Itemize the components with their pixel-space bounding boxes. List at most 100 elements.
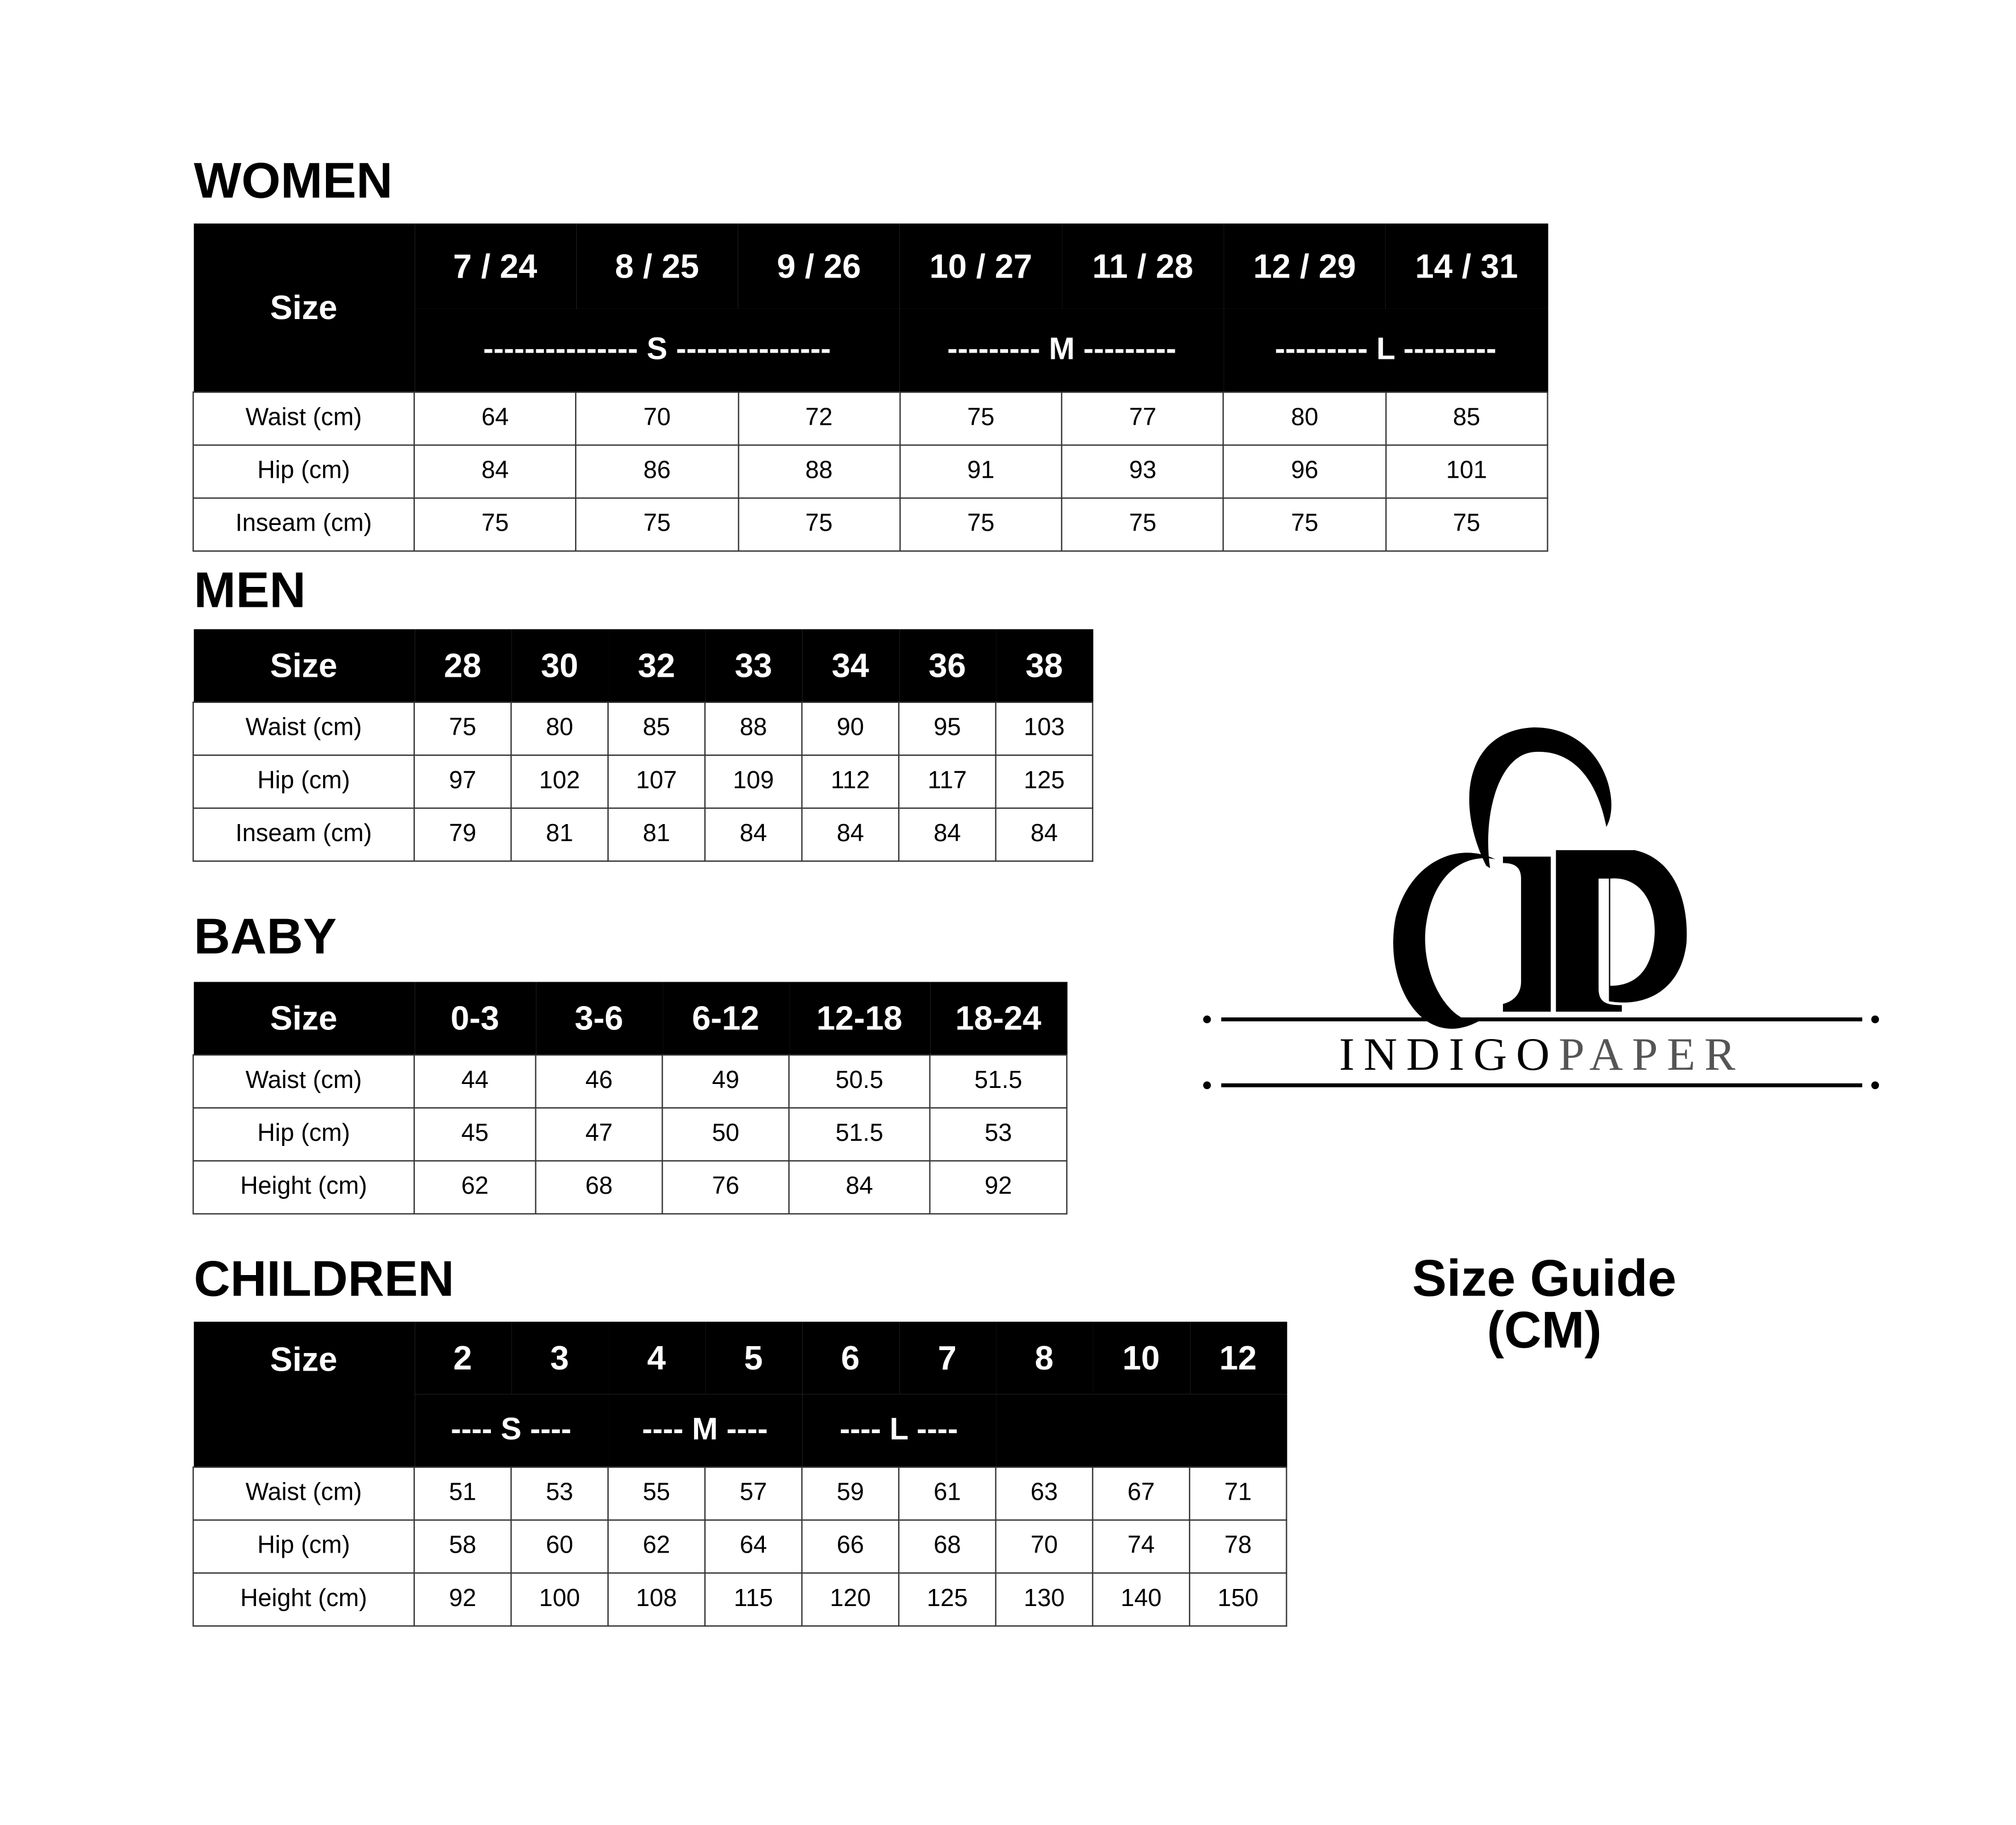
size-column-header: 7: [899, 1322, 996, 1394]
table-row: Waist (cm) 51 53 55 57 59 61 63 67 71: [192, 1466, 1287, 1521]
table-cell: 107: [607, 754, 706, 809]
size-group-label: ---- L ----: [802, 1394, 996, 1467]
table-cell: 120: [801, 1572, 900, 1627]
size-column-header: 28: [414, 629, 511, 702]
table-cell: 49: [662, 1054, 790, 1109]
logo-i-letter: [1503, 856, 1551, 1012]
table-cell: 93: [1061, 444, 1225, 499]
table-cell: 85: [1385, 391, 1548, 446]
table-cell: 75: [575, 497, 739, 552]
table-cell: 63: [995, 1466, 1093, 1521]
size-column-header: 36: [899, 629, 996, 702]
men-size-table: Size 28 30 32 33 34 36 38 Waist (cm) 75 80 85 88 90 95…: [192, 629, 1093, 862]
table-cell: 60: [510, 1519, 609, 1574]
table-cell: 46: [535, 1054, 663, 1109]
row-label: Waist (cm): [192, 701, 415, 756]
table-cell: 115: [704, 1572, 803, 1627]
size-column-header: 30: [511, 629, 608, 702]
row-label: Waist (cm): [192, 1054, 415, 1109]
header-row: Size 28 30 32 33 34 36 38: [193, 629, 1093, 702]
table-cell: 75: [413, 701, 512, 756]
size-group-row: ---- S ---- ---- M ---- ---- L ----: [193, 1394, 1287, 1467]
table-row: Inseam (cm) 79 81 81 84 84 84 84: [192, 807, 1093, 862]
row-label: Height (cm): [192, 1160, 415, 1215]
table-cell: 44: [413, 1054, 536, 1109]
size-column-header: 0-3: [414, 982, 536, 1055]
table-cell: 130: [995, 1572, 1093, 1627]
logo-p-letter: [1556, 850, 1687, 1012]
size-column-header: 32: [608, 629, 705, 702]
size-column-header: 34: [802, 629, 899, 702]
table-cell: 86: [575, 444, 739, 499]
size-column-header: 12 / 29: [1224, 224, 1386, 309]
size-group-label: ---- M ----: [608, 1394, 802, 1467]
size-column-header: 12-18: [788, 982, 930, 1055]
table-cell: 79: [413, 807, 512, 862]
children-size-table: Size 2 3 4 5 6 7 8 10 12 ---- S ---- ---- M ---- ---…: [192, 1322, 1287, 1627]
header-row: Size 7 / 24 8 / 25 9 / 26 10 / 27 11 / 28 12 /…: [193, 224, 1548, 392]
table-cell: 81: [510, 807, 609, 862]
row-label: Hip (cm): [192, 1519, 415, 1574]
table-cell: 109: [704, 754, 803, 809]
size-column-header: 5: [705, 1322, 802, 1394]
table-cell: 91: [899, 444, 1063, 499]
table-cell: 92: [413, 1572, 512, 1627]
baby-heading: BABY: [193, 909, 337, 966]
table-cell: 88: [704, 701, 803, 756]
table-cell: 70: [575, 391, 739, 446]
size-column-header: 38: [995, 629, 1093, 702]
size-column-header: 6-12: [662, 982, 789, 1055]
size-column-header: 14 / 31: [1385, 224, 1548, 309]
size-column-header: 2: [414, 1322, 511, 1394]
header-row: Size 2 3 4 5 6 7 8 10 12: [193, 1322, 1287, 1467]
size-column-header: 33: [705, 629, 802, 702]
size-group-label: --------- M ---------: [899, 308, 1224, 392]
table-cell: 50: [662, 1107, 790, 1162]
size-column-header: 4: [608, 1322, 705, 1394]
size-column-header: 8: [995, 1322, 1093, 1394]
table-cell: 90: [801, 701, 900, 756]
table-cell: 70: [995, 1519, 1093, 1574]
baby-size-table: Size 0-3 3-6 6-12 12-18 18-24 Waist (cm) 44 46 49…: [192, 982, 1068, 1215]
table-cell: 80: [1223, 391, 1386, 446]
size-group-row: --------------- S --------------- -------…: [193, 308, 1548, 392]
table-row: Hip (cm) 84 86 88 91 93 96 101: [192, 444, 1548, 499]
table-cell: 95: [898, 701, 997, 756]
table-cell: 71: [1189, 1466, 1287, 1521]
table-cell: 45: [413, 1107, 536, 1162]
table-cell: 85: [607, 701, 706, 756]
row-label: Hip (cm): [192, 1107, 415, 1162]
size-column-header: 11 / 28: [1061, 224, 1224, 309]
table-cell: 53: [929, 1107, 1068, 1162]
table-cell: 75: [899, 497, 1063, 552]
children-heading: CHILDREN: [193, 1252, 455, 1308]
table-cell: 112: [801, 754, 900, 809]
table-cell: 117: [898, 754, 997, 809]
table-cell: 77: [1061, 391, 1225, 446]
table-cell: 84: [898, 807, 997, 862]
table-cell: 100: [510, 1572, 609, 1627]
table-row: Height (cm) 92 100 108 115 120 125 130 140 150: [192, 1572, 1287, 1627]
size-header: Size: [193, 224, 415, 392]
table-cell: 92: [929, 1160, 1068, 1215]
size-column-header: 12: [1189, 1322, 1287, 1394]
table-cell: 81: [607, 807, 706, 862]
table-cell: 150: [1189, 1572, 1287, 1627]
table-cell: 64: [413, 391, 577, 446]
table-cell: 74: [1092, 1519, 1191, 1574]
size-group-empty: [995, 1394, 1287, 1467]
men-heading: MEN: [193, 563, 306, 619]
table-cell: 140: [1092, 1572, 1191, 1627]
table-cell: 88: [737, 444, 901, 499]
table-cell: 64: [704, 1519, 803, 1574]
table-cell: 84: [704, 807, 803, 862]
indigopaper-logo: INDIGOPAPER: [1203, 727, 1879, 1090]
size-column-header: 10 / 27: [899, 224, 1062, 309]
row-label: Waist (cm): [192, 1466, 415, 1521]
size-column-header: 6: [802, 1322, 899, 1394]
table-cell: 67: [1092, 1466, 1191, 1521]
size-header: Size: [193, 982, 415, 1055]
table-row: Hip (cm) 45 47 50 51.5 53: [192, 1107, 1068, 1162]
svg-text:INDIGOPAPER: INDIGOPAPER: [1339, 1028, 1745, 1080]
header-row: Size 0-3 3-6 6-12 12-18 18-24: [193, 982, 1067, 1055]
